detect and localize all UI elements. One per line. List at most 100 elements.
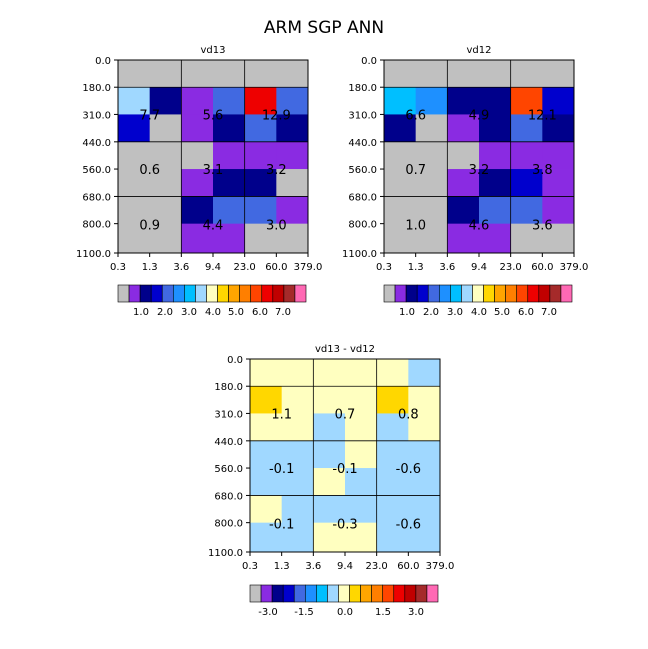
colorbar-swatch: [304, 584, 317, 603]
heatmap-cell: [276, 196, 309, 225]
heatmap-cell: [313, 386, 346, 414]
heatmap-cell: [447, 60, 480, 88]
colorbar-swatch: [560, 284, 573, 303]
cell-value-label: 12.1: [528, 109, 557, 124]
cell-value-label: -0.1: [332, 462, 357, 477]
colorbar-label: 5.0: [494, 307, 510, 318]
heatmap-cell: [345, 386, 378, 414]
heatmap-cell: [213, 60, 246, 88]
y-tick-label: 180.0: [214, 382, 243, 393]
heatmap-cell: [376, 468, 409, 496]
cell-value-label: -0.6: [396, 518, 421, 533]
heatmap-cell: [384, 196, 417, 225]
y-tick-label: 800.0: [348, 220, 377, 231]
heatmap-cell: [118, 114, 151, 143]
cell-value-label: 3.2: [266, 163, 287, 178]
heatmap-cell: [510, 114, 543, 143]
x-tick-label: 9.4: [471, 262, 487, 273]
y-tick-label: 440.0: [214, 437, 243, 448]
cell-value-label: 0.7: [405, 163, 426, 178]
heatmap-cell: [510, 196, 543, 225]
colorbar-swatch: [349, 584, 361, 603]
colorbar-swatch: [261, 284, 274, 303]
colorbar-swatch: [228, 284, 240, 303]
heatmap-cell: [181, 60, 214, 88]
heatmap-cell: [281, 468, 314, 496]
cell-value-label: 0.7: [335, 408, 356, 423]
cell-value-label: -0.6: [396, 462, 421, 477]
x-tick-label: 23.0: [234, 262, 256, 273]
colorbar-swatch: [283, 284, 296, 303]
colorbar-swatch: [494, 284, 506, 303]
heatmap-cell: [250, 440, 283, 469]
heatmap-cell: [510, 141, 543, 170]
heatmap-cell: [510, 169, 543, 197]
x-tick-label: 23.0: [366, 561, 388, 572]
heatmap-cell: [250, 413, 283, 442]
colorbar-label: -1.5: [294, 607, 314, 618]
heatmap-cell: [376, 413, 409, 442]
heatmap-cell: [345, 495, 378, 524]
heatmap-cell: [415, 169, 448, 197]
heatmap-cell: [479, 60, 512, 88]
heatmap-cell: [415, 141, 448, 170]
heatmap-cell: [244, 223, 277, 254]
heatmap-cell: [313, 440, 346, 469]
x-tick-label: 1.3: [142, 262, 158, 273]
y-tick-label: 1100.0: [76, 249, 111, 260]
heatmap-cell: [244, 196, 277, 225]
y-tick-label: 680.0: [82, 192, 111, 203]
colorbar-swatch: [150, 284, 163, 303]
heatmap-cell: [345, 522, 378, 553]
heatmap-cell: [542, 60, 575, 88]
heatmap-cell: [244, 60, 277, 88]
heatmap-cell: [542, 87, 575, 115]
heatmap-cell: [376, 495, 409, 524]
cell-value-label: -0.1: [269, 518, 294, 533]
heatmap-cell: [415, 223, 448, 254]
heatmap-cell: [313, 522, 346, 553]
heatmap-cell: [345, 440, 378, 469]
x-tick-label: 3.6: [305, 561, 321, 572]
heatmap-cell: [213, 141, 246, 170]
heatmap-cell: [408, 522, 441, 553]
y-tick-label: 560.0: [348, 165, 377, 176]
heatmap-cell: [250, 495, 283, 524]
cell-value-label: 3.2: [469, 163, 490, 178]
y-tick-label: 560.0: [214, 464, 243, 475]
cell-value-label: 5.6: [203, 109, 224, 124]
heatmap-cell: [447, 196, 480, 225]
heatmap-cell: [213, 87, 246, 115]
heatmap-cell: [281, 440, 314, 469]
x-tick-label: 0.3: [242, 561, 258, 572]
colorbar-swatch: [327, 584, 339, 603]
heatmap-cell: [313, 468, 346, 496]
y-tick-label: 310.0: [82, 110, 111, 121]
colorbar-swatch: [239, 284, 252, 303]
heatmap-cell: [408, 495, 441, 524]
colorbar-swatch: [450, 284, 462, 303]
colorbar-swatch: [294, 284, 307, 303]
heatmap-cell: [149, 169, 182, 197]
x-tick-label: 60.0: [265, 262, 287, 273]
colorbar-swatch: [271, 584, 284, 603]
x-tick-label: 23.0: [500, 262, 522, 273]
heatmap-cell: [181, 141, 214, 170]
heatmap-cell: [276, 169, 309, 197]
colorbar-swatch: [383, 284, 396, 303]
heatmap-cell: [542, 114, 575, 143]
heatmap-cell: [408, 468, 441, 496]
colorbar-swatch: [427, 284, 440, 303]
colorbar-label: 4.0: [471, 307, 487, 318]
heatmap-cell: [149, 87, 182, 115]
colorbar-1: 1.0 2.0 3.0 4.0 5.0 6.0 7.0: [117, 284, 307, 318]
colorbar-label: 7.0: [541, 307, 557, 318]
colorbar-swatch: [549, 284, 562, 303]
x-tick-label: 379.0: [294, 262, 323, 273]
heatmap-cell: [408, 413, 441, 442]
heatmap-cell: [276, 87, 309, 115]
heatmap-cell: [415, 87, 448, 115]
cell-value-label: 4.4: [203, 219, 224, 234]
panel-1: 7.7 5.6 12.9 0.6 3.1 3.2 0.9 4.4 3.0 vd13 0.0 180.0…: [76, 45, 322, 273]
